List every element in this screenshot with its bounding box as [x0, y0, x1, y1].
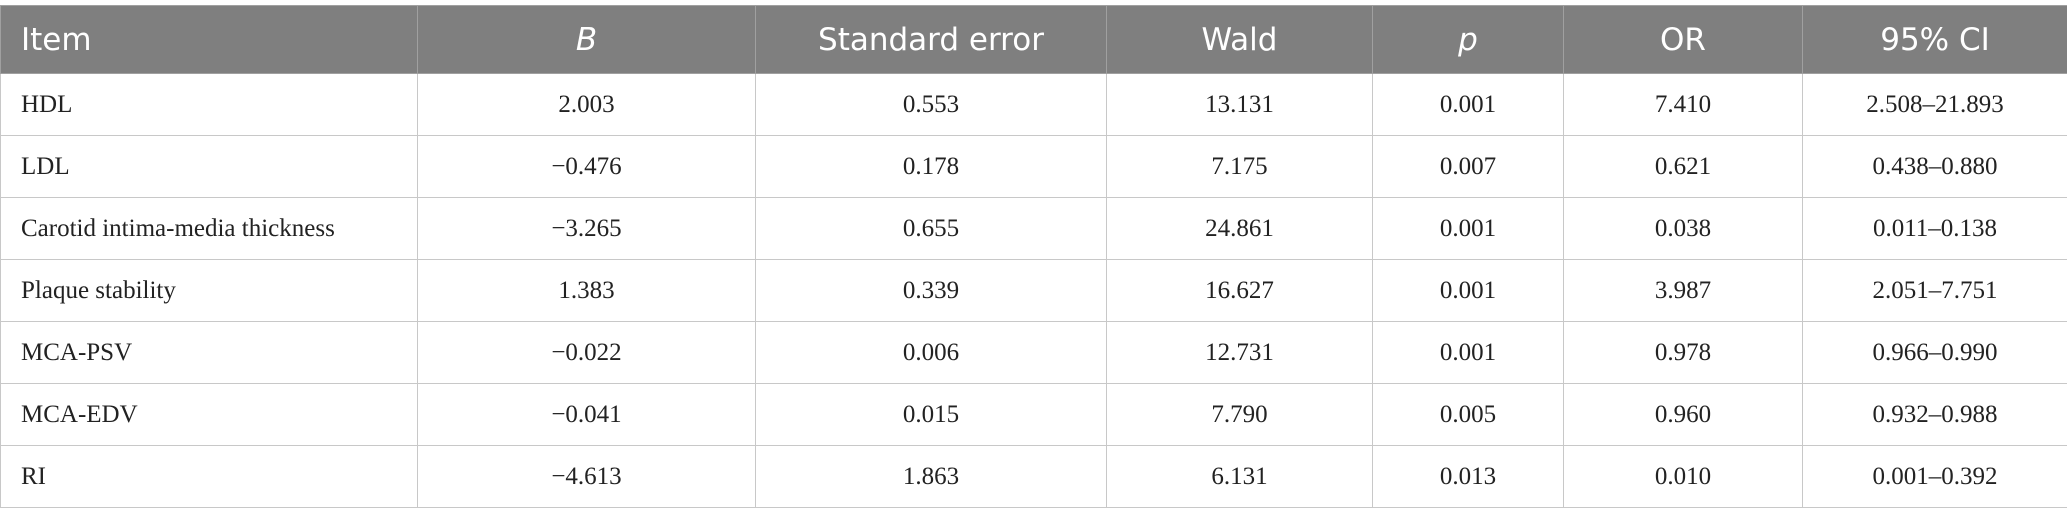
- table-cell: −0.041: [417, 383, 756, 446]
- table-cell: 0.621: [1563, 135, 1803, 198]
- table-cell: 0.655: [755, 197, 1107, 260]
- table-cell: 2.508–21.893: [1802, 73, 2067, 136]
- table-cell: 12.731: [1106, 321, 1373, 384]
- table-cell: 0.438–0.880: [1802, 135, 2067, 198]
- table-cell: MCA-PSV: [0, 321, 418, 384]
- table-row: Plaque stability 1.383 0.339 16.627 0.001 3.9…: [0, 259, 2067, 322]
- table-cell: 0.339: [755, 259, 1107, 322]
- table-cell: 0.001: [1372, 259, 1564, 322]
- header-cell: Item: [0, 5, 418, 74]
- table-cell: 16.627: [1106, 259, 1373, 322]
- header-cell: p: [1372, 5, 1564, 74]
- table-row: MCA-PSV −0.022 0.006 12.731 0.001 0.978 0.966–…: [0, 321, 2067, 384]
- table-cell: 0.553: [755, 73, 1107, 136]
- table-cell: 0.013: [1372, 445, 1564, 508]
- table-cell: 2.003: [417, 73, 756, 136]
- table-cell: 0.001–0.392: [1802, 445, 2067, 508]
- table-cell: 0.001: [1372, 73, 1564, 136]
- table-cell: 0.005: [1372, 383, 1564, 446]
- table-row: RI −4.613 1.863 6.131 0.013 0.010 0.001–0.392: [0, 445, 2067, 508]
- table-cell: 7.175: [1106, 135, 1373, 198]
- table-cell: −4.613: [417, 445, 756, 508]
- table-cell: 0.978: [1563, 321, 1803, 384]
- table-cell: 7.410: [1563, 73, 1803, 136]
- header-row: Item B Standard error Wald p OR 95% CI: [0, 5, 2067, 74]
- table-cell: 1.383: [417, 259, 756, 322]
- header-cell: B: [417, 5, 756, 74]
- header-cell: Standard error: [755, 5, 1107, 74]
- header-cell: OR: [1563, 5, 1803, 74]
- table-cell: Plaque stability: [0, 259, 418, 322]
- table-cell: 0.038: [1563, 197, 1803, 260]
- table-row: HDL 2.003 0.553 13.131 0.001 7.410 2.508–21.89…: [0, 73, 2067, 136]
- table-row: Carotid intima-media thickness −3.265 0.65…: [0, 197, 2067, 260]
- table-cell: 0.007: [1372, 135, 1564, 198]
- table-cell: 0.960: [1563, 383, 1803, 446]
- table-cell: 0.966–0.990: [1802, 321, 2067, 384]
- table-cell: Carotid intima-media thickness: [0, 197, 418, 260]
- table-cell: 0.010: [1563, 445, 1803, 508]
- table-cell: 6.131: [1106, 445, 1373, 508]
- table-cell: MCA-EDV: [0, 383, 418, 446]
- table-cell: 0.001: [1372, 321, 1564, 384]
- table-cell: −3.265: [417, 197, 756, 260]
- table-cell: 0.932–0.988: [1802, 383, 2067, 446]
- table-cell: RI: [0, 445, 418, 508]
- table-cell: 0.006: [755, 321, 1107, 384]
- table-cell: 13.131: [1106, 73, 1373, 136]
- table-cell: 1.863: [755, 445, 1107, 508]
- results-table: Item B Standard error Wald p OR 95% CI HDL 2.00…: [0, 5, 2067, 508]
- table-cell: 7.790: [1106, 383, 1373, 446]
- table-cell: LDL: [0, 135, 418, 198]
- table-cell: 3.987: [1563, 259, 1803, 322]
- header-cell: 95% CI: [1802, 5, 2067, 74]
- table-cell: 0.015: [755, 383, 1107, 446]
- table-cell: HDL: [0, 73, 418, 136]
- table-cell: 0.011–0.138: [1802, 197, 2067, 260]
- table-cell: 0.178: [755, 135, 1107, 198]
- table-cell: −0.022: [417, 321, 756, 384]
- table-cell: −0.476: [417, 135, 756, 198]
- table-body: HDL 2.003 0.553 13.131 0.001 7.410 2.508–21.89…: [0, 73, 2067, 508]
- header-cell: Wald: [1106, 5, 1373, 74]
- table-row: LDL −0.476 0.178 7.175 0.007 0.621 0.438–0.880: [0, 135, 2067, 198]
- table-cell: 0.001: [1372, 197, 1564, 260]
- table-cell: 24.861: [1106, 197, 1373, 260]
- table-row: MCA-EDV −0.041 0.015 7.790 0.005 0.960 0.932–0…: [0, 383, 2067, 446]
- table-cell: 2.051–7.751: [1802, 259, 2067, 322]
